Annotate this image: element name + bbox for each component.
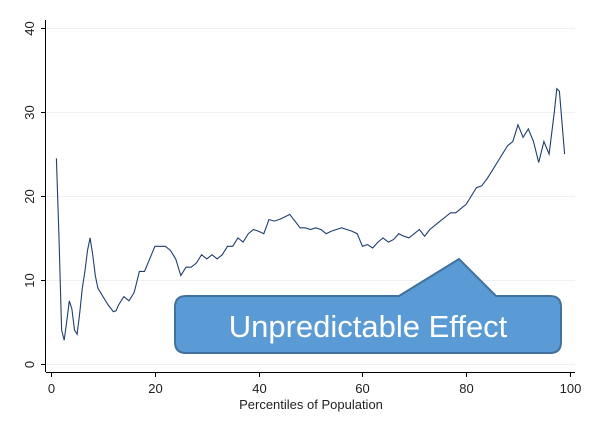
x-axis-title: Percentiles of Population xyxy=(239,397,383,412)
x-tick-label: 40 xyxy=(252,381,266,396)
x-tick-label: 20 xyxy=(148,381,162,396)
callout-shape xyxy=(174,257,562,354)
x-axis-ticks: 0 20 40 60 80 100 xyxy=(48,372,581,396)
y-tick-label: 40 xyxy=(22,21,37,35)
y-axis-ticks: 0 10 20 30 40 xyxy=(22,21,46,368)
x-tick-label: 60 xyxy=(355,381,369,396)
series-line xyxy=(55,87,566,341)
x-tick-label: 100 xyxy=(560,381,582,396)
x-tick-label: 0 xyxy=(48,381,55,396)
y-tick-label: 0 xyxy=(22,361,37,368)
x-tick-label: 80 xyxy=(459,381,473,396)
callout-text: Unpredictable Effect xyxy=(229,309,508,344)
callout: Unpredictable Effect xyxy=(174,257,562,354)
gridlines xyxy=(47,28,575,365)
y-tick-label: 10 xyxy=(22,273,37,287)
y-tick-label: 30 xyxy=(22,105,37,119)
y-tick-label: 20 xyxy=(22,189,37,203)
